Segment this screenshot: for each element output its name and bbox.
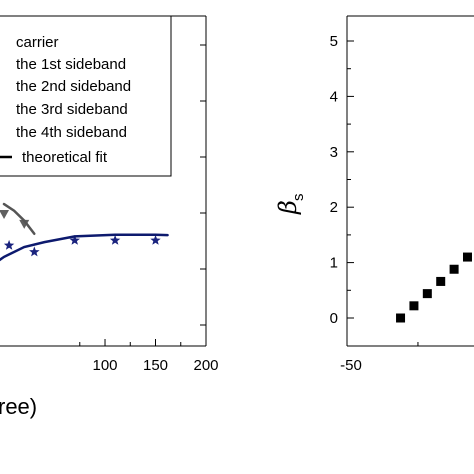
right-square-point: [449, 264, 459, 274]
left-fit-line-3: [0, 233, 169, 262]
right-y-axis-title-main: β: [274, 200, 302, 215]
left-series-layer: [0, 202, 169, 262]
right-y-tick-label: 0: [330, 310, 338, 327]
right-y-tick-label: 4: [330, 88, 338, 105]
legend-entry-1st-sideband: the 1st sideband: [16, 56, 126, 73]
right-square-point: [462, 252, 472, 262]
left-x-axis-title: ree): [0, 394, 37, 419]
left-star-point: [150, 234, 161, 245]
left-x-tick-label: 200: [193, 357, 218, 374]
legend-entry-carrier: carrier: [16, 34, 59, 51]
right-square-point: [422, 289, 432, 299]
left-right-ticks: [200, 44, 206, 326]
left-x-tick-label: 150: [143, 357, 168, 374]
right-square-point: [409, 301, 419, 311]
right-panel: 0 1 2 3 4 5 -500 β s: [274, 15, 474, 374]
right-x-tick-label: -50: [340, 357, 362, 374]
right-y-axis-title-sub: s: [290, 194, 307, 202]
right-x-ticks: -500: [340, 342, 419, 374]
left-star-point: [3, 239, 15, 250]
left-star-point: [29, 246, 40, 257]
left-fit-line-1: [2, 202, 36, 236]
left-star-point: [109, 234, 121, 245]
right-y-tick-label: 5: [330, 33, 338, 50]
left-panel: carrier the 1st sideband the 2nd sideban…: [0, 15, 219, 419]
legend-entry-4th-sideband: the 4th sideband: [16, 124, 127, 141]
right-square-point: [396, 313, 406, 323]
right-y-tick-label: 3: [330, 144, 338, 161]
right-y-tick-label: 1: [330, 255, 338, 272]
left-star-point: [69, 234, 80, 245]
left-triangle-point: [0, 210, 10, 219]
legend-entry-2nd-sideband: the 2nd sideband: [16, 78, 131, 95]
right-square-point: [436, 276, 446, 286]
right-y-axis-title: β s: [274, 194, 307, 216]
left-x-tick-label: 100: [93, 357, 118, 374]
left-x-ticks: 100 150 200: [79, 339, 219, 374]
legend-entry-3rd-sideband: the 3rd sideband: [16, 101, 128, 118]
legend-entry-theoretical-fit: theoretical fit: [22, 149, 108, 166]
right-y-tick-label: 2: [330, 199, 338, 216]
legend-box: [0, 15, 172, 177]
right-series-layer: [396, 252, 472, 323]
right-y-ticks: 0 1 2 3 4 5: [330, 33, 354, 327]
